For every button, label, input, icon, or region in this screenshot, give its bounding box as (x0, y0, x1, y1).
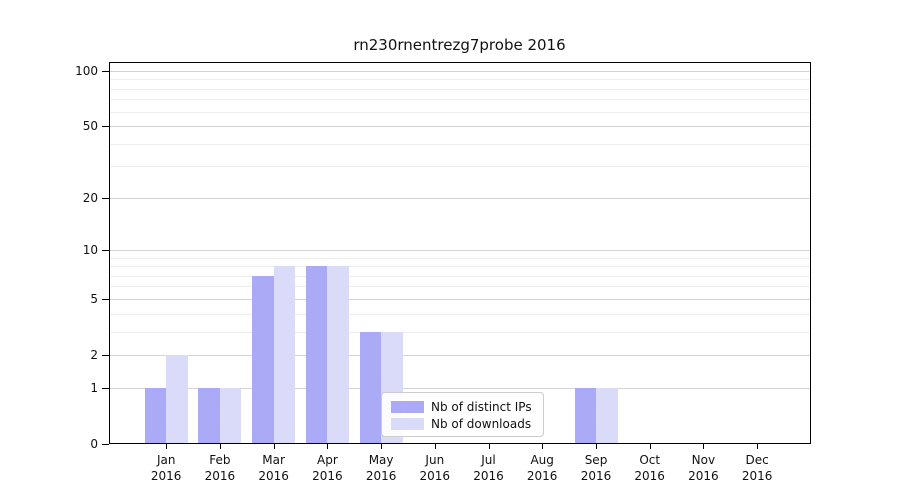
gridline-y-minor-70 (110, 99, 810, 101)
x-tick-label-dec-2016: Dec 2016 (741, 453, 773, 483)
x-tick-oct-2016 (649, 444, 651, 449)
gridline-y-minor-6 (110, 286, 810, 288)
legend-swatch-nb-of-distinct-ips (391, 400, 424, 413)
x-tick-feb-2016 (219, 444, 221, 449)
legend: Nb of distinct IPs Nb of downloads (381, 392, 544, 437)
gridline-y-20 (110, 197, 810, 199)
x-tick-label-jun-2016: Jun 2016 (419, 453, 451, 483)
bar-nb-of-distinct-ips-sep-2016 (574, 387, 596, 444)
y-tick-label-2: 2 (90, 347, 98, 362)
gridline-y-minor-9 (110, 257, 810, 259)
legend-swatch-nb-of-downloads (391, 417, 424, 430)
y-tick-5 (102, 298, 109, 300)
bar-nb-of-distinct-ips-may-2016 (359, 331, 382, 444)
legend-label: Nb of downloads (431, 416, 532, 431)
x-tick-label-nov-2016: Nov 2016 (688, 453, 719, 483)
x-tick-label-aug-2016: Aug 2016 (526, 453, 558, 483)
y-tick-label-5: 5 (90, 291, 98, 306)
x-tick-nov-2016 (703, 444, 705, 449)
y-tick-100 (102, 71, 109, 72)
x-tick-dec-2016 (757, 444, 759, 449)
x-tick-apr-2016 (327, 444, 329, 449)
bar-nb-of-downloads-apr-2016 (327, 266, 349, 444)
legend-item-nb-of-downloads: Nb of downloads (391, 415, 535, 432)
gridline-y-1 (110, 387, 810, 389)
bar-nb-of-distinct-ips-apr-2016 (305, 266, 328, 444)
bar-nb-of-distinct-ips-jan-2016 (144, 387, 167, 444)
x-tick-label-sep-2016: Sep 2016 (580, 453, 612, 483)
y-tick-label-50: 50 (82, 119, 98, 134)
y-tick-label-0: 0 (90, 436, 98, 451)
x-tick-mar-2016 (273, 444, 275, 449)
x-tick-jan-2016 (166, 444, 168, 449)
x-tick-sep-2016 (596, 444, 597, 449)
legend-label: Nb of distinct IPs (431, 399, 532, 414)
x-tick-jul-2016 (488, 444, 490, 449)
y-tick-label-1: 1 (90, 380, 98, 395)
x-tick-jun-2016 (434, 444, 436, 449)
x-tick-label-may-2016: May 2016 (365, 453, 397, 483)
y-tick-label-10: 10 (82, 243, 98, 257)
gridline-y-minor-8 (110, 266, 810, 268)
x-tick-label-mar-2016: Mar 2016 (258, 453, 289, 483)
x-tick-aug-2016 (542, 444, 544, 449)
gridline-y-50 (110, 126, 810, 128)
gridline-y-minor-60 (110, 111, 810, 113)
x-tick-may-2016 (381, 444, 383, 449)
chart-title: rn230rnentrezg7probe 2016 (353, 36, 566, 54)
y-tick-10 (102, 250, 109, 251)
legend-item-nb-of-distinct-ips: Nb of distinct IPs (391, 398, 535, 415)
bar-nb-of-downloads-feb-2016 (219, 387, 242, 444)
x-tick-label-jan-2016: Jan 2016 (150, 453, 182, 483)
y-tick-label-100: 100 (75, 64, 98, 78)
y-tick-50 (102, 126, 109, 128)
bar-nb-of-distinct-ips-mar-2016 (252, 275, 274, 444)
gridline-y-minor-90 (110, 79, 810, 81)
x-tick-label-feb-2016: Feb 2016 (204, 453, 236, 483)
gridline-y-minor-7 (110, 275, 810, 277)
x-tick-label-jul-2016: Jul 2016 (473, 453, 504, 483)
gridline-y-5 (110, 298, 810, 300)
gridline-y-2 (110, 354, 810, 356)
y-tick-label-20: 20 (82, 190, 98, 205)
gridline-y-minor-80 (110, 88, 810, 90)
y-tick-0 (102, 443, 109, 445)
y-tick-1 (102, 387, 109, 389)
gridline-y-10 (110, 250, 810, 251)
gridline-y-minor-4 (110, 313, 810, 315)
x-tick-label-oct-2016: Oct 2016 (634, 453, 665, 483)
y-tick-20 (102, 197, 109, 199)
gridline-y-minor-40 (110, 143, 810, 145)
bar-nb-of-downloads-sep-2016 (596, 387, 618, 444)
bar-nb-of-downloads-mar-2016 (273, 266, 296, 444)
bar-nb-of-distinct-ips-feb-2016 (198, 387, 220, 444)
gridline-y-minor-3 (110, 331, 810, 333)
gridline-y-minor-30 (110, 166, 810, 168)
y-tick-2 (102, 354, 109, 356)
gridline-y-100 (110, 71, 810, 72)
bar-nb-of-downloads-jan-2016 (166, 354, 188, 444)
x-tick-label-apr-2016: Apr 2016 (312, 453, 343, 483)
